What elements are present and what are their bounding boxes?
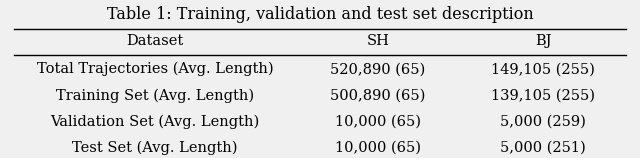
Text: Test Set (Avg. Length): Test Set (Avg. Length) bbox=[72, 141, 237, 155]
Text: SH: SH bbox=[367, 34, 390, 49]
Text: Validation Set (Avg. Length): Validation Set (Avg. Length) bbox=[50, 114, 259, 129]
Text: Training Set (Avg. Length): Training Set (Avg. Length) bbox=[56, 88, 254, 103]
Text: 10,000 (65): 10,000 (65) bbox=[335, 141, 421, 155]
Text: Dataset: Dataset bbox=[126, 34, 184, 49]
Text: 500,890 (65): 500,890 (65) bbox=[330, 88, 426, 102]
Text: 139,105 (255): 139,105 (255) bbox=[492, 88, 595, 102]
Text: 5,000 (259): 5,000 (259) bbox=[500, 115, 586, 129]
Text: 520,890 (65): 520,890 (65) bbox=[330, 62, 426, 76]
Text: Table 1: Training, validation and test set description: Table 1: Training, validation and test s… bbox=[107, 6, 533, 23]
Text: Total Trajectories (Avg. Length): Total Trajectories (Avg. Length) bbox=[36, 62, 273, 76]
Text: 10,000 (65): 10,000 (65) bbox=[335, 115, 421, 129]
Text: 5,000 (251): 5,000 (251) bbox=[500, 141, 586, 155]
Text: 149,105 (255): 149,105 (255) bbox=[492, 62, 595, 76]
Text: BJ: BJ bbox=[535, 34, 552, 49]
